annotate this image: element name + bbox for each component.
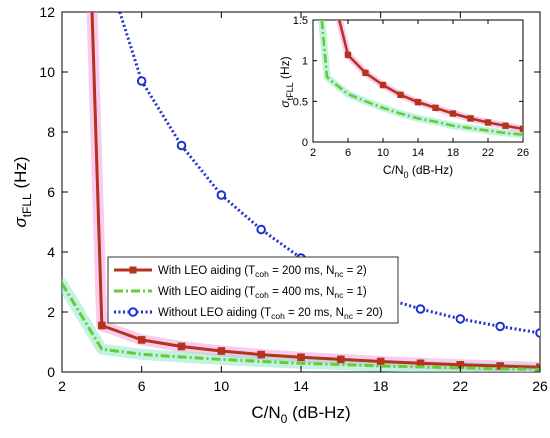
inset-point-leo200-4 xyxy=(397,91,404,99)
inset-x-tick-label: 18 xyxy=(447,147,459,159)
main-x-tick-label: 10 xyxy=(214,378,230,394)
inset-x-axis-label: C/N0 (dB-Hz) xyxy=(383,163,453,180)
main-point-noleo-2 xyxy=(176,140,187,151)
inset-x-tick-label: 6 xyxy=(345,147,351,159)
main-point-noleo-3 xyxy=(216,190,227,200)
main-series-line-leo400 xyxy=(62,282,540,371)
legend-marker-circle xyxy=(128,307,138,317)
legend-entry-leo400: With LEO aiding (Tcoh = 400 ms, Nnc = 1) xyxy=(114,286,367,300)
main-point-leo200-6 xyxy=(297,353,305,362)
main-y-tick-label: 2 xyxy=(47,304,55,320)
legend-label-leo200: With LEO aiding (Tcoh = 200 ms, Nnc = 2) xyxy=(158,265,367,279)
legend-entry-leo200: With LEO aiding (Tcoh = 200 ms, Nnc = 2) xyxy=(114,265,367,279)
main-y-tick-label: 12 xyxy=(39,4,55,20)
main-point-noleo-11 xyxy=(535,328,540,338)
main-x-tick-label: 6 xyxy=(138,378,146,394)
inset-point-leo200-7 xyxy=(449,110,457,117)
main-point-noleo-1 xyxy=(136,76,147,86)
inset-y-tick-label: 0.5 xyxy=(293,96,308,108)
main-point-leo200-7 xyxy=(337,355,345,364)
legend-box xyxy=(107,256,399,324)
main-y-tick-label: 6 xyxy=(47,184,55,200)
main-point-leo200-12 xyxy=(536,363,540,371)
inset-series-line-leo400 xyxy=(320,20,523,136)
main-point-leo200-5 xyxy=(257,350,265,359)
main-point-leo200-10 xyxy=(456,361,465,369)
inset-point-leo200-6 xyxy=(432,104,439,112)
main-point-noleo-10 xyxy=(495,321,505,332)
main-point-leo200-9 xyxy=(416,359,425,368)
main-y-tick-label: 8 xyxy=(47,124,55,140)
inset-point-leo200-11 xyxy=(519,125,523,133)
main-point-leo200-1 xyxy=(98,321,106,330)
main-x-axis-label: C/N0 (dB-Hz) xyxy=(251,403,350,426)
inset-point-leo200-10 xyxy=(502,122,509,129)
main-x-tick-label: 18 xyxy=(373,378,389,394)
main-x-tick-label: 26 xyxy=(532,378,548,394)
inset-point-leo200-2 xyxy=(362,69,369,77)
main-y-axis-label: σtFLL (Hz) xyxy=(11,156,34,227)
inset-y-tick-label: 0 xyxy=(302,137,308,149)
inset-point-leo200-3 xyxy=(379,81,387,89)
inset-y-tick-label: 1 xyxy=(302,56,308,68)
main-y-tick-label: 10 xyxy=(39,64,55,80)
main-point-leo200-11 xyxy=(496,362,504,370)
legend-entry-noleo: Without LEO aiding (Tcoh = 20 ms, Nnc = … xyxy=(114,307,383,321)
main-point-noleo-9 xyxy=(455,314,466,324)
inset-x-tick-label: 14 xyxy=(412,147,424,159)
main-point-leo200-2 xyxy=(137,336,146,344)
legend-label-leo400: With LEO aiding (Tcoh = 400 ms, Nnc = 1) xyxy=(158,286,367,300)
main-point-leo200-3 xyxy=(177,342,186,351)
inset-x-tick-label: 2 xyxy=(310,147,316,159)
legend-label-noleo: Without LEO aiding (Tcoh = 20 ms, Nnc = … xyxy=(158,307,383,321)
legend: With LEO aiding (Tcoh = 200 ms, Nnc = 2)… xyxy=(107,256,399,324)
main-x-tick-label: 14 xyxy=(293,378,309,394)
inset-point-leo200-1 xyxy=(344,51,352,59)
inset-series-layer xyxy=(318,20,523,139)
main-y-tick-label: 0 xyxy=(47,364,55,380)
inset-x-tick-label: 10 xyxy=(377,147,389,159)
inset-x-tick-label: 26 xyxy=(517,147,529,159)
main-series-line-noleo xyxy=(118,12,540,335)
inset-point-leo200-9 xyxy=(484,119,492,126)
main-point-leo200-8 xyxy=(376,357,385,366)
main-y-tick-label: 4 xyxy=(47,244,55,260)
main-x-tick-label: 2 xyxy=(58,378,66,394)
legend-marker-square xyxy=(129,266,137,274)
inset-x-tick-label: 22 xyxy=(482,147,494,159)
main-point-leo200-4 xyxy=(217,347,226,355)
inset-point-leo200-8 xyxy=(467,115,474,122)
inset-y-axis-label: σtFLL (Hz) xyxy=(278,56,295,107)
main-point-noleo-4 xyxy=(256,224,266,235)
inset-point-leo200-5 xyxy=(414,98,422,106)
main-point-noleo-8 xyxy=(415,304,426,314)
main-x-tick-label: 22 xyxy=(453,378,469,394)
inset-y-tick-label: 1.5 xyxy=(293,15,308,27)
